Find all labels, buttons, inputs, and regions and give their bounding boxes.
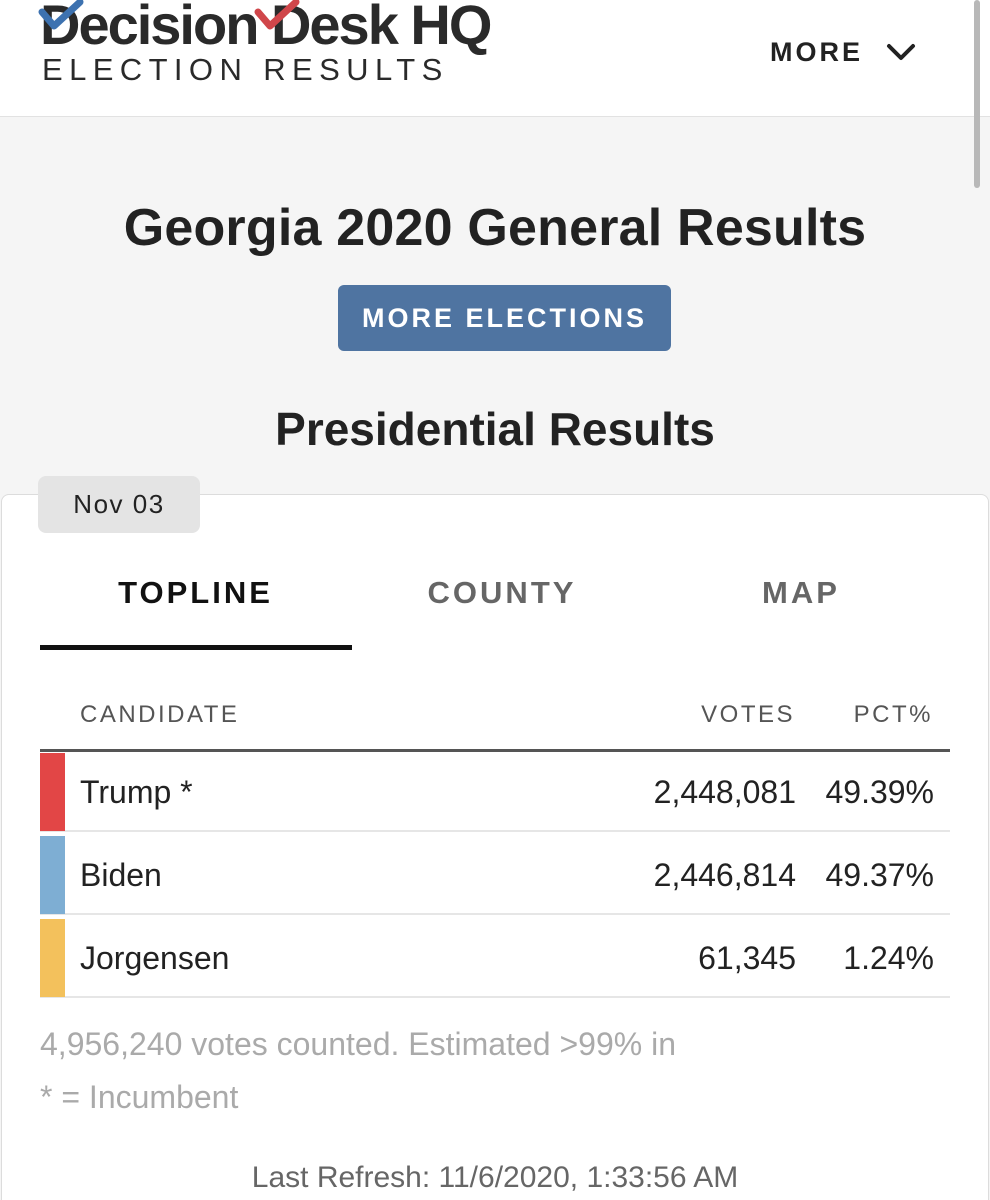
candidate-name: Trump *: [80, 773, 193, 810]
candidate-votes: 2,448,081: [653, 773, 796, 810]
results-card: [1, 494, 989, 1200]
candidate-pct: 1.24%: [843, 939, 934, 976]
incumbent-note: * = Incumbent: [40, 1079, 239, 1115]
tab-map[interactable]: MAP: [762, 575, 840, 610]
decision-desk-logo[interactable]: Decision Desk HQ ELECTION RESULTS: [38, 0, 498, 104]
more-menu-button[interactable]: MORE: [770, 30, 917, 74]
votes-counted-note: 4,956,240 votes counted. Estimated >99% …: [40, 1026, 676, 1062]
candidate-pct: 49.37%: [825, 856, 934, 893]
logo-wordmark: Decision Desk HQ: [40, 0, 492, 56]
table-row: Jorgensen 61,345 1.24%: [40, 918, 950, 998]
checkmark-blue-icon: [38, 0, 84, 30]
candidate-name: Biden: [80, 856, 162, 893]
tab-topline[interactable]: TOPLINE: [118, 575, 273, 610]
more-menu-label: MORE: [770, 36, 863, 67]
section-title: Presidential Results: [275, 403, 715, 455]
table-row: Trump * 2,448,081 49.39%: [40, 752, 950, 832]
table-header-divider: [40, 749, 950, 752]
more-elections-button[interactable]: MORE ELECTIONS: [338, 285, 671, 351]
page-scrollbar[interactable]: [974, 0, 980, 188]
table-row: Biden 2,446,814 49.37%: [40, 835, 950, 915]
candidate-color-swatch: [40, 836, 65, 914]
page-title: Georgia 2020 General Results: [123, 199, 867, 257]
candidate-name: Jorgensen: [80, 939, 230, 976]
tab-county[interactable]: COUNTY: [427, 575, 577, 610]
chevron-down-icon: [887, 44, 915, 60]
election-date-tag[interactable]: Nov 03: [38, 476, 200, 533]
candidate-votes: 2,446,814: [653, 856, 796, 893]
last-refresh-timestamp: Last Refresh: 11/6/2020, 1:33:56 AM: [251, 1161, 739, 1194]
candidate-color-swatch: [40, 753, 65, 831]
checkmark-red-icon: [254, 0, 300, 30]
active-tab-indicator: [40, 645, 352, 650]
column-header-pct: PCT%: [853, 701, 933, 728]
column-header-candidate: CANDIDATE: [80, 701, 240, 728]
site-header: Decision Desk HQ ELECTION RESULTS MORE: [0, 0, 990, 117]
candidate-pct: 49.39%: [825, 773, 934, 810]
logo-subtitle: ELECTION RESULTS: [42, 52, 449, 87]
candidate-votes: 61,345: [698, 939, 796, 976]
candidate-color-swatch: [40, 919, 65, 997]
column-header-votes: VOTES: [701, 701, 795, 728]
